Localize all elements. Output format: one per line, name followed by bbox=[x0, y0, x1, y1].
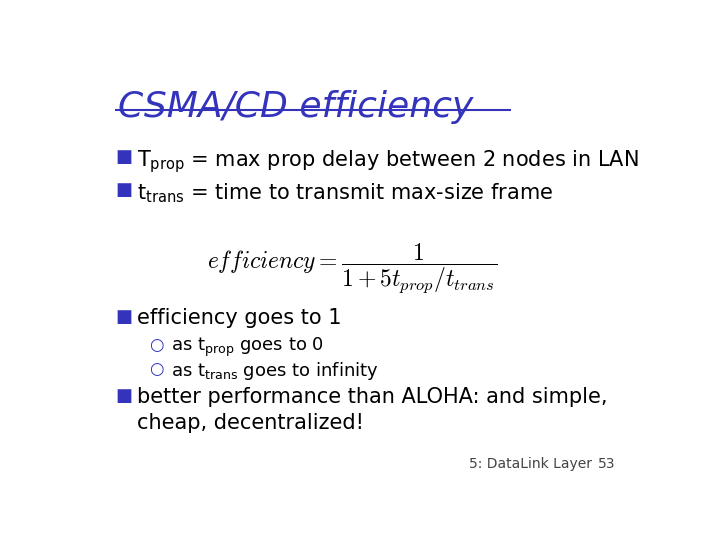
Text: t$_{\mathregular{trans}}$ = time to transmit max-size frame: t$_{\mathregular{trans}}$ = time to tran… bbox=[138, 181, 554, 205]
Text: as t$_{\mathregular{trans}}$ goes to infinity: as t$_{\mathregular{trans}}$ goes to inf… bbox=[171, 360, 379, 382]
Text: as t$_{\mathregular{prop}}$ goes to 0: as t$_{\mathregular{prop}}$ goes to 0 bbox=[171, 336, 324, 359]
Text: 53: 53 bbox=[598, 457, 616, 471]
Text: T$_{\mathregular{prop}}$ = max prop delay between 2 nodes in LAN: T$_{\mathregular{prop}}$ = max prop dela… bbox=[138, 148, 639, 175]
Text: ■: ■ bbox=[115, 148, 132, 166]
Text: ○: ○ bbox=[148, 360, 163, 378]
Text: cheap, decentralized!: cheap, decentralized! bbox=[138, 413, 364, 433]
Text: 5: DataLink Layer: 5: DataLink Layer bbox=[469, 457, 593, 471]
Text: ■: ■ bbox=[115, 308, 132, 326]
Text: CSMA/CD efficiency: CSMA/CD efficiency bbox=[118, 90, 473, 124]
Text: better performance than ALOHA: and simple,: better performance than ALOHA: and simpl… bbox=[138, 387, 608, 407]
Text: ■: ■ bbox=[115, 181, 132, 199]
Text: efficiency goes to 1: efficiency goes to 1 bbox=[138, 308, 342, 328]
Text: $\mathit{efficiency} = \dfrac{1}{1 + 5t_{prop}/t_{trans}}$: $\mathit{efficiency} = \dfrac{1}{1 + 5t_… bbox=[207, 241, 498, 295]
Text: ○: ○ bbox=[148, 336, 163, 354]
Text: ■: ■ bbox=[115, 387, 132, 405]
